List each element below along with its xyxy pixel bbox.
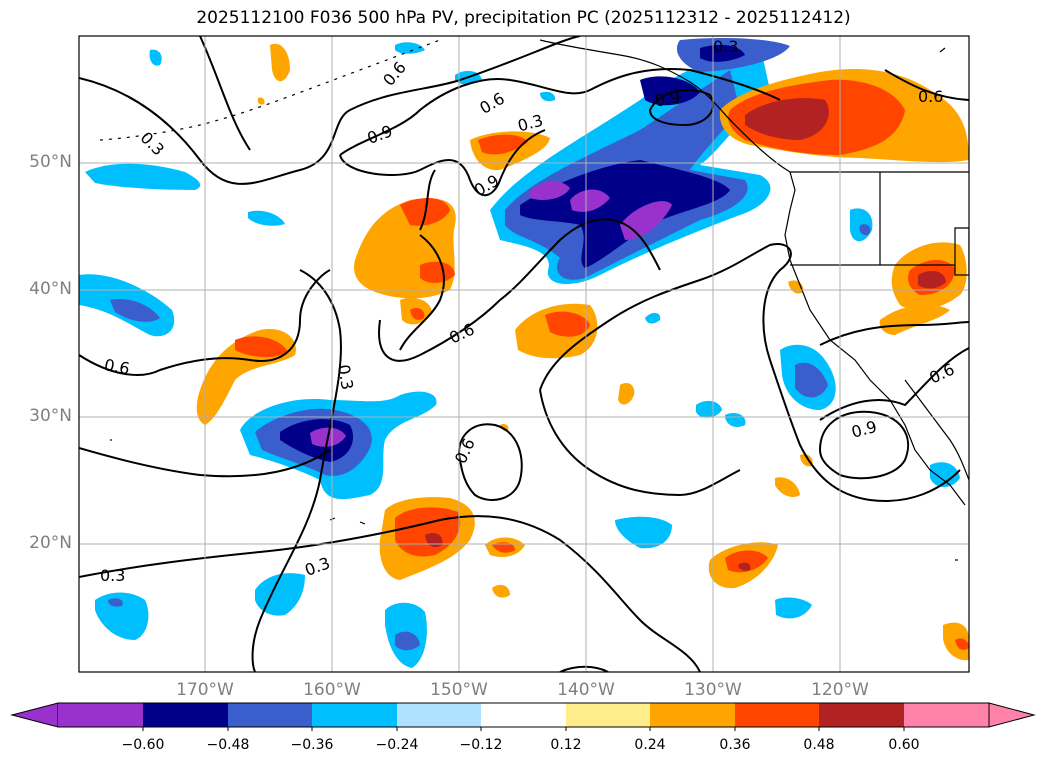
pv-contours bbox=[79, 36, 969, 672]
lon-label-160w: 160°W bbox=[303, 680, 361, 700]
lon-label-130w: 130°W bbox=[684, 680, 742, 700]
contour-label: 0.3 bbox=[100, 566, 125, 585]
colorbar-swatch bbox=[904, 703, 989, 727]
colorbar bbox=[10, 702, 1036, 731]
colorbar-swatch bbox=[650, 703, 735, 727]
contour-label: 0.6 bbox=[103, 355, 131, 378]
colorbar-tick-label: 0.24 bbox=[634, 737, 666, 753]
lon-label-140w: 140°W bbox=[557, 680, 615, 700]
colorbar-ticks bbox=[142, 727, 905, 731]
colorbar-swatch bbox=[312, 703, 397, 727]
map-title: 2025112100 F036 500 hPa PV, precipitatio… bbox=[196, 8, 851, 28]
colorbar-tick-label: −0.48 bbox=[206, 737, 250, 753]
lon-label-120w: 120°W bbox=[811, 680, 869, 700]
colorbar-swatch bbox=[58, 703, 143, 727]
colorbar-swatch bbox=[228, 703, 312, 727]
colorbar-swatch bbox=[819, 703, 904, 727]
colorbar-extend-max bbox=[988, 702, 1036, 728]
lat-label-20n: 20°N bbox=[29, 533, 72, 553]
lat-label-50n: 50°N bbox=[29, 152, 72, 172]
colorbar-tick-label: −0.60 bbox=[121, 737, 165, 753]
lat-label-30n: 30°N bbox=[29, 406, 72, 426]
lon-label-150w: 150°W bbox=[430, 680, 488, 700]
colorbar-tick-label: −0.12 bbox=[459, 737, 503, 753]
colorbar-swatch bbox=[481, 703, 566, 727]
plot-frame bbox=[78, 35, 970, 673]
colorbar-tick-label: 0.48 bbox=[803, 737, 835, 753]
colorbar-tick-label: 0.36 bbox=[719, 737, 751, 753]
contour-label: 0.3 bbox=[334, 363, 357, 391]
lat-label-40n: 40°N bbox=[29, 279, 72, 299]
lon-label-170w: 170°W bbox=[176, 680, 234, 700]
contour-label: 0.3 bbox=[713, 37, 738, 56]
colorbar-swatch bbox=[566, 703, 650, 727]
contour-label: 0.6 bbox=[918, 87, 943, 106]
colorbar-tick-label: −0.24 bbox=[375, 737, 419, 753]
colorbar-tick-label: −0.36 bbox=[290, 737, 334, 753]
positive-anomaly-regions bbox=[196, 43, 969, 661]
colorbar-tick-label: 0.12 bbox=[550, 737, 582, 753]
colorbar-swatch bbox=[397, 703, 481, 727]
colorbar-swatch bbox=[143, 703, 228, 727]
colorbar-tick-label: 0.60 bbox=[888, 737, 920, 753]
colorbar-extend-min bbox=[10, 702, 59, 728]
colorbar-swatch bbox=[735, 703, 819, 727]
contour-label: 0.9 bbox=[653, 87, 681, 110]
graticule bbox=[79, 36, 969, 672]
